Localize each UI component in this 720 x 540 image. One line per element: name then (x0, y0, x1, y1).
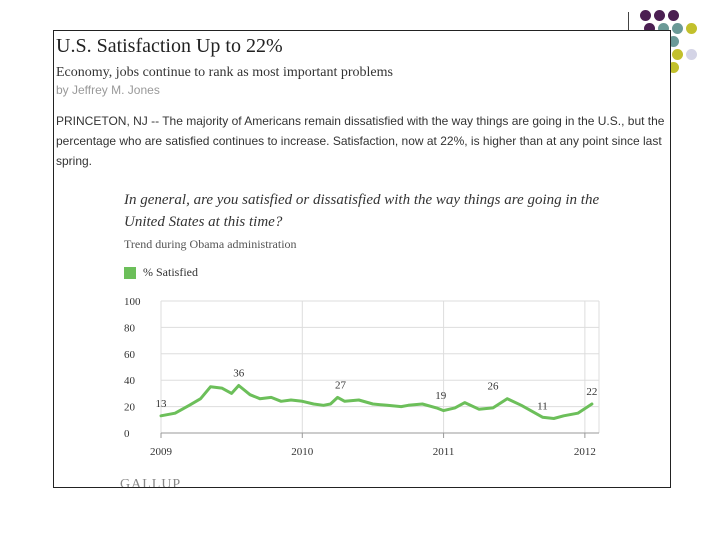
decorative-dot (640, 10, 651, 21)
decorative-dot (668, 10, 679, 21)
decorative-dot (668, 62, 679, 73)
data-label: 22 (586, 386, 597, 398)
y-tick-label: 0 (124, 428, 130, 440)
chart-question: In general, are you satisfied or dissati… (124, 192, 600, 230)
decorative-dot (644, 23, 655, 34)
article-card: U.S. Satisfaction Up to 22% Economy, job… (53, 30, 671, 488)
series-line-satisfied (159, 384, 594, 420)
decorative-dot (668, 36, 679, 47)
decorative-dot (672, 49, 683, 60)
satisfaction-line-chart: 0 20 40 60 80 100 2009 2010 2011 2012 13 36 27 19 26 11… (124, 296, 600, 458)
data-label: 19 (435, 390, 447, 402)
legend-swatch (124, 266, 136, 279)
data-label: 11 (537, 400, 548, 412)
chart-legend: % Satisfied (124, 265, 198, 280)
x-tick-label: 2012 (574, 446, 596, 458)
data-label: 13 (156, 398, 168, 410)
byline: by Jeffrey M. Jones (56, 83, 160, 97)
y-tick-label: 20 (124, 402, 136, 414)
y-tick-label: 60 (124, 349, 136, 361)
data-label: 27 (335, 379, 347, 391)
article-lede: PRINCETON, NJ -- The majority of America… (56, 114, 665, 168)
decorative-dot (654, 10, 665, 21)
legend-label: % Satisfied (143, 265, 198, 279)
data-label: 36 (233, 367, 245, 379)
decorative-dot (686, 23, 697, 34)
gallup-logo: GALLUP (120, 477, 182, 488)
y-tick-label: 80 (124, 322, 136, 334)
x-tick-label: 2009 (150, 446, 173, 458)
chart-subtitle: Trend during Obama administration (124, 237, 297, 251)
decorative-dot (658, 23, 669, 34)
x-tick-label: 2010 (291, 446, 314, 458)
x-tick-label: 2011 (433, 446, 455, 458)
decorative-dot (672, 23, 683, 34)
decorative-dot (686, 49, 697, 60)
page-subtitle: Economy, jobs continue to rank as most i… (56, 65, 393, 80)
page-title: U.S. Satisfaction Up to 22% (56, 35, 283, 57)
y-tick-label: 40 (124, 375, 136, 387)
y-tick-label: 100 (124, 296, 141, 308)
data-label: 26 (488, 381, 500, 393)
